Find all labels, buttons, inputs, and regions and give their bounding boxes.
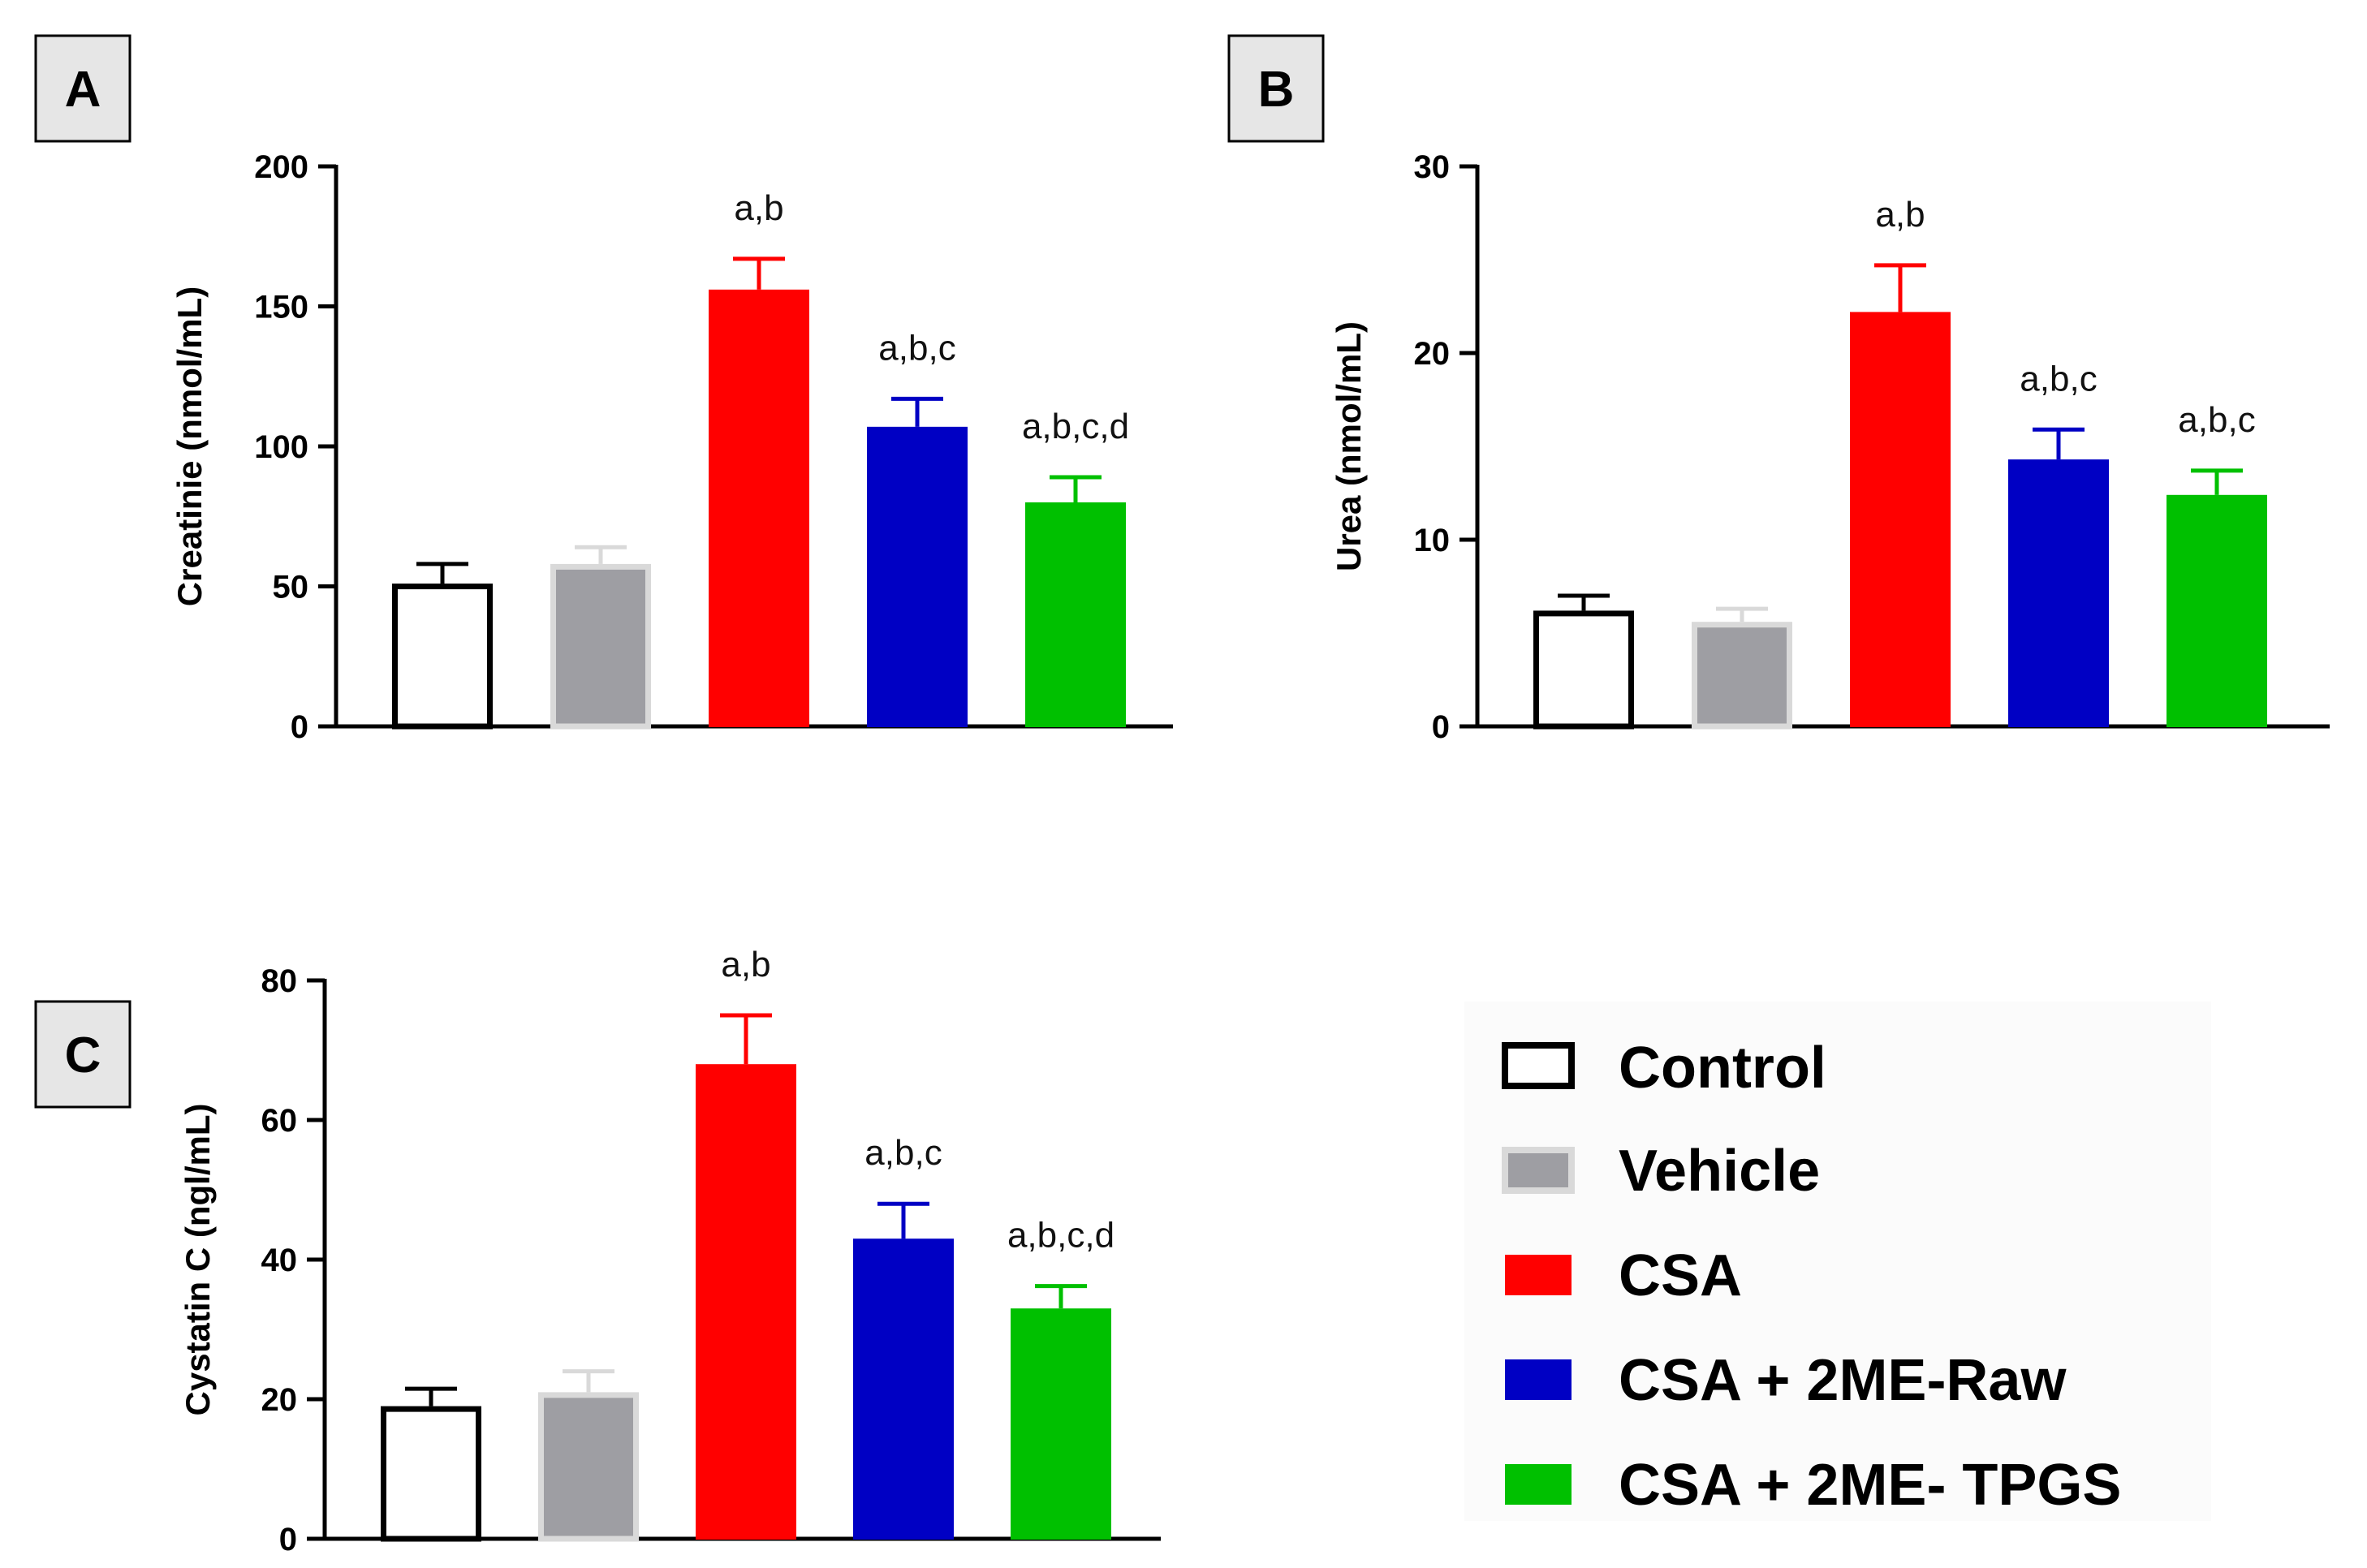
panel-b-annotation-csa-2me-raw: a,b,c [2020,359,2097,398]
legend-swatch-vehicle [1502,1147,1575,1194]
panel-b: B 0 10 20 30 Urea (nmol/mL) a,b a,b,c a,b,c [1227,34,2330,745]
panel-a-annotation-csa-2me-raw: a,b,c [878,328,955,368]
panel-a-annotation-csa: a,b [734,188,783,228]
panel-b-annotation-csa-2me-tpgs: a,b,c [2178,400,2255,440]
panel-a-y-tick-label: 0 [291,709,308,745]
panel-b-letter: B [1258,62,1295,118]
panel-a-bar-control [392,584,493,730]
panel-a-y-tick-label: 150 [254,290,308,325]
panel-a-y-axis-title: Creatinie (nmol/mL) [170,286,209,606]
panel-a-bar-csa-2me-raw [867,426,968,727]
legend-swatch-csa-2me-tpgs [1505,1464,1572,1505]
panel-a-bar-vehicle [550,563,651,730]
legend-label-vehicle: Vehicle [1619,1139,1820,1204]
panel-c-bar-csa [696,1064,796,1540]
panel-a-plot: 0 50 100 150 200 Creatinie (nmol/mL) a,b a,b,c a… [170,149,1173,745]
panel-a: A 0 50 100 150 200 Creatinie (nmol/mL) a,b a,b,… [34,34,1173,745]
panel-c-plot: 0 20 40 60 80 Cystatin C (ngl/mL) a,b a,b,c a,b,… [179,945,1161,1557]
panel-a-y-tick-label: 200 [254,149,308,185]
legend-label-control: Control [1619,1036,1826,1101]
legend-swatch-control [1502,1042,1575,1089]
legend-label-csa-2me-raw: CSA + 2ME-Raw [1619,1348,2067,1413]
legend-swatch-csa [1505,1255,1572,1295]
panel-c-y-tick-label: 0 [279,1522,297,1557]
panel-b-y-tick-label: 10 [1414,523,1451,558]
panel-b-y-tick-label: 30 [1414,149,1451,185]
panel-c-letter: C [65,1027,101,1083]
panel-c-bar-csa-2me-tpgs [1011,1308,1111,1540]
panel-a-bar-csa [709,289,809,727]
panel-c-bar-csa-2me-raw [853,1238,954,1540]
panel-b-bar-csa-2me-tpgs [2167,494,2267,727]
panel-c-y-tick-label: 80 [261,963,298,999]
panel-b-annotation-csa: a,b [1875,195,1925,235]
panel-c-bar-vehicle [538,1392,639,1542]
panel-b-label-box [1227,34,1325,143]
panel-b-y-tick-label: 20 [1414,336,1451,372]
panel-b-bar-vehicle [1692,622,1792,730]
panel-c: C 0 20 40 60 80 Cystatin C (ngl/mL) a,b a,b,c a,… [34,945,1161,1557]
panel-c-annotation-csa: a,b [721,945,770,984]
panel-b-bar-csa-2me-raw [2008,459,2109,727]
panel-a-label-box [34,34,132,143]
legend-background [1464,1002,2211,1521]
legend-label-csa: CSA [1619,1243,1742,1308]
panel-b-plot: 0 10 20 30 Urea (nmol/mL) a,b a,b,c a,b,c [1330,149,2330,745]
panel-c-y-tick-label: 40 [261,1243,298,1278]
panel-b-bar-control [1533,610,1634,730]
legend-label-csa-2me-tpgs: CSA + 2ME- TPGS [1619,1453,2121,1518]
panel-c-y-tick-label: 20 [261,1382,298,1418]
panel-c-label-box [34,1000,132,1109]
panel-a-y-tick-label: 50 [273,570,309,605]
panel-c-y-tick-label: 60 [261,1103,298,1139]
panel-a-letter: A [65,62,101,118]
panel-b-bar-csa [1850,312,1951,727]
panel-a-bar-csa-2me-tpgs [1025,502,1126,727]
panel-a-y-tick-label: 100 [254,429,308,465]
panel-c-annotation-csa-2me-raw: a,b,c [864,1133,942,1173]
legend: Control Vehicle CSA CSA + 2ME-Raw CSA + … [1464,1002,2211,1521]
panel-c-bar-control [381,1406,481,1542]
panel-b-y-axis-title: Urea (nmol/mL) [1330,321,1368,571]
panel-a-annotation-csa-2me-tpgs: a,b,c,d [1022,407,1129,446]
legend-swatch-csa-2me-raw [1505,1359,1572,1400]
panel-c-annotation-csa-2me-tpgs: a,b,c,d [1007,1216,1115,1256]
panel-c-y-axis-title: Cystatin C (ngl/mL) [179,1104,217,1416]
panel-b-y-tick-label: 0 [1432,709,1450,745]
